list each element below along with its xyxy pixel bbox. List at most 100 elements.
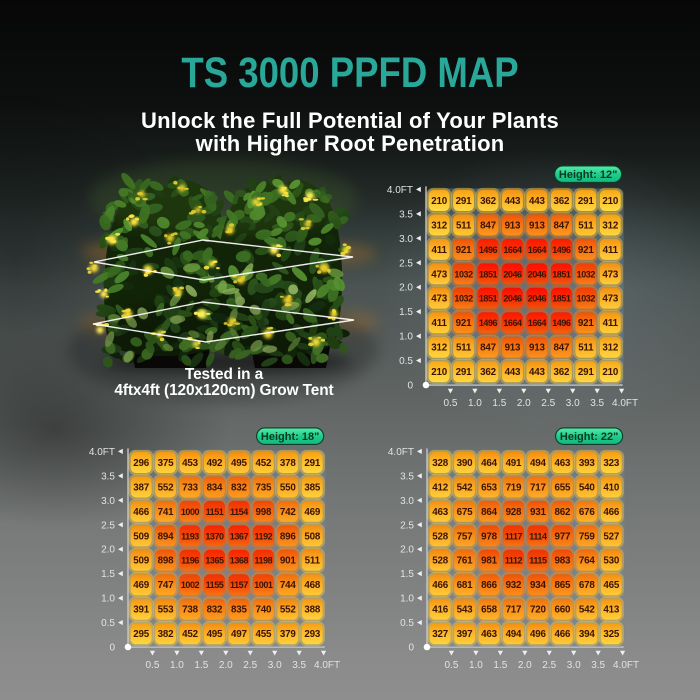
svg-text:735: 735 bbox=[255, 482, 271, 493]
svg-text:1851: 1851 bbox=[552, 269, 571, 279]
svg-text:4.0FT: 4.0FT bbox=[88, 446, 114, 457]
svg-text:1032: 1032 bbox=[454, 293, 473, 303]
svg-text:1157: 1157 bbox=[230, 580, 248, 590]
svg-text:443: 443 bbox=[529, 195, 545, 206]
svg-text:983: 983 bbox=[554, 555, 570, 566]
svg-text:1.0: 1.0 bbox=[399, 331, 413, 342]
svg-text:1496: 1496 bbox=[478, 318, 497, 328]
svg-text:921: 921 bbox=[577, 318, 593, 329]
svg-text:2046: 2046 bbox=[527, 293, 546, 303]
svg-text:497: 497 bbox=[231, 629, 247, 640]
svg-text:738: 738 bbox=[182, 604, 198, 615]
svg-text:327: 327 bbox=[432, 629, 448, 640]
svg-text:733: 733 bbox=[182, 482, 198, 493]
svg-text:494: 494 bbox=[505, 629, 521, 640]
svg-text:761: 761 bbox=[456, 555, 472, 566]
svg-text:1112: 1112 bbox=[504, 555, 522, 565]
svg-text:466: 466 bbox=[133, 506, 149, 517]
svg-text:362: 362 bbox=[553, 195, 569, 206]
svg-text:2.0: 2.0 bbox=[399, 282, 413, 293]
svg-text:894: 894 bbox=[157, 531, 173, 542]
svg-text:3.0: 3.0 bbox=[400, 495, 414, 506]
svg-text:210: 210 bbox=[602, 367, 618, 378]
svg-text:0.5: 0.5 bbox=[444, 660, 458, 671]
svg-text:1.5: 1.5 bbox=[194, 660, 208, 671]
svg-text:0.5: 0.5 bbox=[443, 398, 457, 409]
svg-text:528: 528 bbox=[432, 555, 448, 566]
svg-text:312: 312 bbox=[602, 220, 618, 231]
svg-text:717: 717 bbox=[505, 604, 521, 615]
svg-text:412: 412 bbox=[432, 482, 448, 493]
svg-text:3.5: 3.5 bbox=[590, 398, 604, 409]
svg-text:896: 896 bbox=[279, 531, 295, 542]
svg-text:681: 681 bbox=[456, 580, 472, 591]
svg-text:452: 452 bbox=[255, 457, 271, 468]
svg-text:1000: 1000 bbox=[180, 506, 199, 516]
svg-text:864: 864 bbox=[481, 506, 497, 517]
svg-text:865: 865 bbox=[554, 580, 570, 591]
svg-text:928: 928 bbox=[505, 506, 521, 517]
svg-text:1115: 1115 bbox=[529, 555, 547, 565]
svg-text:411: 411 bbox=[602, 318, 618, 329]
svg-text:443: 443 bbox=[529, 367, 545, 378]
svg-text:325: 325 bbox=[603, 629, 619, 640]
svg-text:1151: 1151 bbox=[205, 506, 223, 516]
svg-text:1196: 1196 bbox=[181, 555, 199, 565]
svg-text:2046: 2046 bbox=[527, 269, 546, 279]
svg-text:1192: 1192 bbox=[254, 531, 272, 541]
svg-text:834: 834 bbox=[206, 482, 222, 493]
svg-text:0: 0 bbox=[408, 642, 414, 653]
svg-text:678: 678 bbox=[578, 580, 594, 591]
svg-text:764: 764 bbox=[578, 555, 594, 566]
svg-text:1.5: 1.5 bbox=[101, 569, 115, 580]
svg-text:1002: 1002 bbox=[180, 580, 199, 590]
svg-text:2.5: 2.5 bbox=[399, 258, 413, 269]
svg-text:312: 312 bbox=[431, 342, 447, 353]
svg-text:832: 832 bbox=[206, 604, 222, 615]
svg-text:312: 312 bbox=[431, 220, 447, 231]
svg-text:3.0: 3.0 bbox=[101, 495, 115, 506]
svg-text:511: 511 bbox=[455, 220, 471, 231]
svg-text:411: 411 bbox=[431, 318, 447, 329]
svg-text:494: 494 bbox=[530, 457, 546, 468]
svg-text:391: 391 bbox=[133, 604, 149, 615]
svg-text:312: 312 bbox=[602, 342, 618, 353]
svg-text:509: 509 bbox=[133, 531, 149, 542]
svg-text:835: 835 bbox=[231, 604, 247, 615]
svg-text:932: 932 bbox=[505, 580, 521, 591]
svg-text:1851: 1851 bbox=[552, 293, 571, 303]
svg-text:1117: 1117 bbox=[504, 531, 522, 541]
svg-text:3.5: 3.5 bbox=[591, 660, 605, 671]
svg-text:295: 295 bbox=[133, 629, 149, 640]
svg-text:2.5: 2.5 bbox=[541, 398, 555, 409]
svg-text:2.0: 2.0 bbox=[101, 544, 115, 555]
svg-text:4.0FT: 4.0FT bbox=[613, 660, 639, 671]
svg-text:719: 719 bbox=[505, 482, 521, 493]
svg-text:413: 413 bbox=[603, 604, 619, 615]
svg-text:0.5: 0.5 bbox=[101, 618, 115, 629]
svg-text:552: 552 bbox=[279, 604, 295, 615]
svg-text:3.5: 3.5 bbox=[399, 209, 413, 220]
svg-text:416: 416 bbox=[432, 604, 448, 615]
svg-text:1496: 1496 bbox=[552, 318, 571, 328]
svg-text:0.5: 0.5 bbox=[400, 618, 414, 629]
svg-text:744: 744 bbox=[279, 580, 295, 591]
svg-text:1664: 1664 bbox=[527, 318, 546, 328]
svg-text:528: 528 bbox=[432, 531, 448, 542]
svg-text:2046: 2046 bbox=[503, 269, 522, 279]
svg-text:452: 452 bbox=[182, 629, 198, 640]
svg-text:378: 378 bbox=[279, 457, 295, 468]
svg-text:291: 291 bbox=[577, 195, 593, 206]
svg-text:913: 913 bbox=[504, 342, 520, 353]
svg-text:550: 550 bbox=[279, 482, 295, 493]
svg-text:1.0: 1.0 bbox=[101, 593, 115, 604]
svg-text:443: 443 bbox=[504, 367, 520, 378]
svg-text:653: 653 bbox=[481, 482, 497, 493]
svg-text:511: 511 bbox=[455, 342, 471, 353]
svg-text:Height: 18": Height: 18" bbox=[260, 431, 318, 443]
svg-text:1154: 1154 bbox=[230, 506, 248, 516]
svg-text:1.5: 1.5 bbox=[399, 307, 413, 318]
svg-text:1198: 1198 bbox=[254, 555, 272, 565]
svg-text:4.0FT: 4.0FT bbox=[314, 660, 340, 671]
svg-text:210: 210 bbox=[602, 195, 618, 206]
